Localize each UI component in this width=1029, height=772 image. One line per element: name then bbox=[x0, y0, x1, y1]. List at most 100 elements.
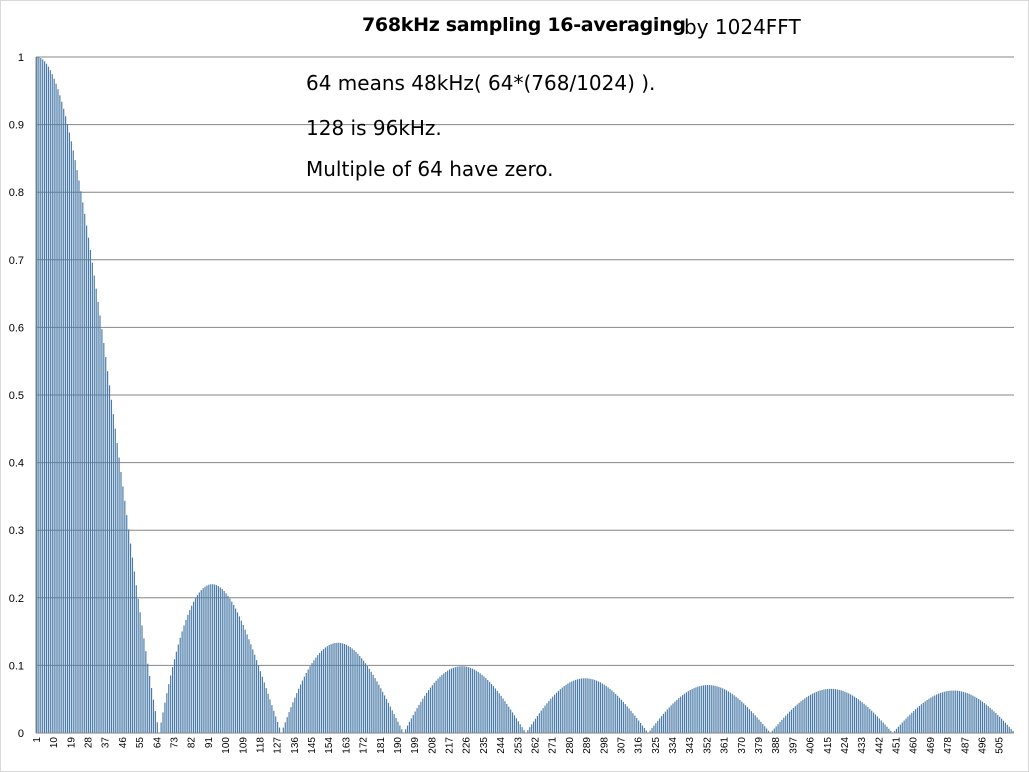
bar-209 bbox=[433, 682, 435, 733]
chart-subtitle: by 1024FFT bbox=[684, 15, 801, 39]
x-tick-label: 208 bbox=[427, 737, 438, 754]
bar-476 bbox=[943, 691, 945, 733]
bar-136 bbox=[294, 697, 296, 733]
bar-323 bbox=[651, 728, 653, 733]
bar-421 bbox=[838, 689, 840, 733]
bar-348 bbox=[699, 686, 701, 733]
bar-173 bbox=[364, 663, 367, 733]
bar-503 bbox=[995, 713, 997, 733]
bar-469 bbox=[930, 697, 932, 733]
bar-149 bbox=[319, 652, 321, 733]
bar-483 bbox=[957, 690, 959, 733]
bar-298 bbox=[603, 684, 605, 733]
bar-130 bbox=[282, 727, 284, 733]
bar-358 bbox=[718, 686, 720, 733]
bar-191 bbox=[399, 725, 401, 733]
bar-346 bbox=[695, 687, 697, 733]
bar-107 bbox=[238, 616, 241, 733]
bar-212 bbox=[439, 676, 441, 733]
bar-234 bbox=[481, 674, 483, 733]
bar-345 bbox=[693, 688, 695, 733]
bar-470 bbox=[932, 696, 934, 733]
bar-73 bbox=[173, 659, 176, 733]
bar-497 bbox=[983, 703, 985, 733]
bar-88 bbox=[202, 588, 204, 733]
bar-505 bbox=[999, 716, 1001, 733]
bar-364 bbox=[729, 692, 731, 733]
bar-53 bbox=[135, 585, 137, 733]
bar-66 bbox=[160, 722, 162, 733]
bar-291 bbox=[590, 678, 592, 733]
bar-491 bbox=[972, 695, 974, 733]
bar-277 bbox=[563, 686, 565, 733]
bar-319 bbox=[643, 728, 645, 733]
bar-254 bbox=[519, 724, 521, 733]
bar-353 bbox=[708, 685, 710, 733]
bar-72 bbox=[171, 667, 174, 733]
bar-271 bbox=[552, 696, 554, 733]
bar-350 bbox=[703, 685, 705, 733]
bar-485 bbox=[960, 691, 963, 733]
bar-408 bbox=[813, 692, 815, 733]
x-tick-label: 505 bbox=[995, 737, 1006, 754]
bar-422 bbox=[840, 690, 842, 733]
bar-211 bbox=[437, 678, 439, 733]
bar-80 bbox=[187, 614, 189, 733]
bar-50 bbox=[129, 543, 132, 733]
bar-224 bbox=[462, 666, 464, 733]
bar-460 bbox=[913, 710, 915, 733]
bar-386 bbox=[771, 730, 773, 733]
bar-430 bbox=[855, 697, 857, 733]
bar-4 bbox=[42, 59, 44, 734]
x-tick-label: 289 bbox=[582, 737, 593, 754]
bar-432 bbox=[859, 700, 861, 733]
y-tick-label: 0 bbox=[18, 728, 24, 740]
bar-387 bbox=[773, 728, 775, 733]
bar-266 bbox=[542, 708, 544, 733]
bar-169 bbox=[357, 653, 359, 733]
bar-475 bbox=[941, 692, 943, 733]
bar-307 bbox=[620, 699, 623, 733]
bar-150 bbox=[320, 650, 323, 733]
bar-473 bbox=[937, 693, 940, 733]
bar-280 bbox=[569, 682, 571, 733]
x-tick-label: 136 bbox=[290, 737, 301, 754]
bar-501 bbox=[991, 709, 993, 733]
bar-188 bbox=[393, 714, 395, 733]
bar-444 bbox=[882, 722, 884, 733]
bar-363 bbox=[727, 691, 730, 733]
bar-90 bbox=[206, 585, 208, 733]
bar-381 bbox=[762, 724, 764, 733]
bar-225 bbox=[464, 666, 466, 733]
bar-418 bbox=[832, 688, 835, 733]
bar-297 bbox=[601, 683, 603, 733]
bar-314 bbox=[634, 715, 636, 733]
bar-177 bbox=[372, 674, 374, 733]
bar-54 bbox=[137, 598, 139, 733]
x-tick-label: 334 bbox=[668, 737, 679, 754]
bar-122 bbox=[267, 693, 269, 733]
x-tick-label: 226 bbox=[462, 737, 473, 754]
bar-343 bbox=[689, 690, 691, 733]
x-tick-label: 415 bbox=[823, 737, 834, 754]
bar-58 bbox=[145, 651, 147, 733]
bar-438 bbox=[871, 710, 873, 733]
bar-327 bbox=[659, 718, 661, 733]
bar-367 bbox=[735, 696, 737, 733]
bar-250 bbox=[511, 712, 514, 733]
bar-356 bbox=[714, 685, 716, 733]
bar-296 bbox=[599, 682, 602, 733]
bar-407 bbox=[811, 693, 814, 733]
bar-302 bbox=[611, 690, 613, 733]
bar-229 bbox=[471, 668, 474, 733]
bar-247 bbox=[506, 703, 508, 733]
bar-192 bbox=[401, 729, 403, 733]
bar-246 bbox=[504, 701, 506, 733]
bar-119 bbox=[261, 676, 263, 733]
bar-217 bbox=[448, 669, 451, 733]
bar-340 bbox=[683, 693, 686, 733]
x-tick-label: 280 bbox=[565, 737, 576, 754]
bar-478 bbox=[947, 690, 949, 733]
x-tick-label: 469 bbox=[926, 737, 937, 754]
bar-434 bbox=[863, 703, 865, 733]
